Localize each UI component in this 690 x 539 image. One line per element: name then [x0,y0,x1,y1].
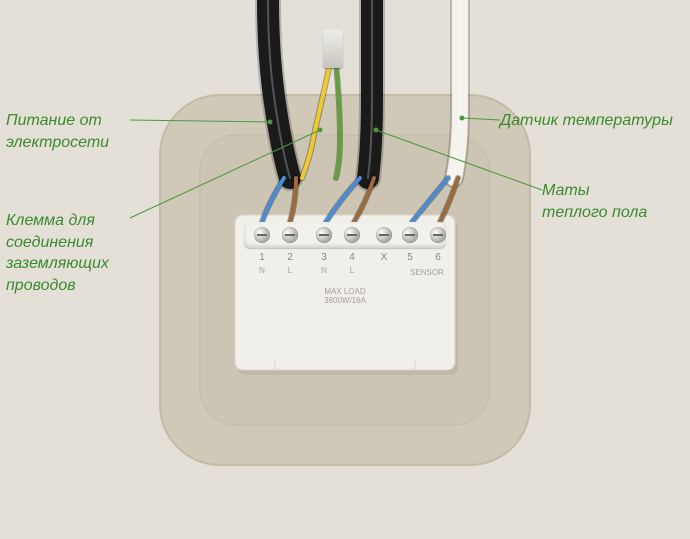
terminal-screw [254,227,270,243]
terminal-screw [344,227,360,243]
terminal-label: N [252,266,272,275]
max-load-text: MAX LOAD 3600W/16A [305,287,385,305]
terminal-label: N [314,266,334,275]
diagram-canvas: 1 N 2 L 3 N 4 L X5 6 SENSOR MAX LOAD 3600W/16A Пита… [0,0,690,539]
terminal-number: X [376,252,392,263]
terminal-label: L [342,266,362,275]
terminal-screw [402,227,418,243]
terminal-label: L [280,266,300,275]
ground-label: Клемма для соединения заземляющих провод… [6,210,109,296]
ground-clip [323,30,343,68]
mats-label: Маты теплого пола [542,180,647,223]
mains-label: Питание от электросети [6,110,109,153]
terminal-number: 3 [316,252,332,263]
terminal-number: 2 [282,252,298,263]
terminal-number: 4 [344,252,360,263]
terminal-number: 6 [430,252,446,263]
terminal-screw [282,227,298,243]
terminal-number: 5 [402,252,418,263]
terminal-number: 1 [254,252,270,263]
sensor-group-label: SENSOR [402,268,452,277]
terminal-screw [376,227,392,243]
sensor-label: Датчик температуры [500,110,673,132]
terminal-screw [316,227,332,243]
terminal-screw [430,227,446,243]
